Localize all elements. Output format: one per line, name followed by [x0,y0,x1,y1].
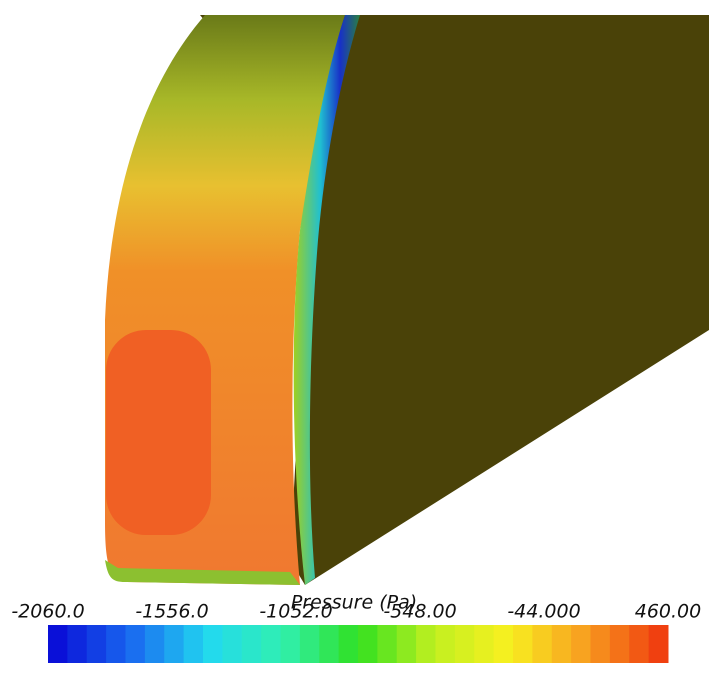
tick-label: 460.00 [635,601,701,623]
tick-label: -1052.0 [259,601,332,623]
color-band [125,625,146,663]
color-band [493,625,514,663]
color-band [164,625,185,663]
color-band [629,625,650,663]
color-band [416,625,436,663]
color-band [48,625,68,663]
color-band [435,625,456,663]
color-band [454,625,475,663]
tick-label: -1556.0 [135,601,208,623]
color-band [106,625,126,663]
color-band [590,625,611,663]
color-band [261,625,281,663]
tick-label: -44.000 [507,601,580,623]
color-band [474,625,495,663]
color-band [648,625,669,663]
color-band [67,625,88,663]
colorbar-title: Pressure (Pa) [291,592,417,614]
color-band [183,625,204,663]
color-band [222,625,243,663]
bottom-edge [105,560,300,585]
color-band [532,625,553,663]
color-band [299,625,320,663]
color-band [241,625,262,663]
color-band [396,625,417,663]
colorbar: -2060.0 -1556.0 -1052.0 -548.00 -44.000 460.0… [11,601,701,663]
color-band [86,625,107,663]
model [105,15,709,585]
front-rim [293,15,360,585]
color-band [280,625,301,663]
color-band [203,625,223,663]
color-band [571,625,591,663]
color-band [338,625,359,663]
tick-label: -2060.0 [11,601,84,623]
color-band [513,625,533,663]
color-band [377,625,398,663]
high-pressure-zone [106,330,211,535]
color-band [319,625,340,663]
tick-label: -548.00 [383,601,456,623]
color-band [551,625,572,663]
color-band [609,625,630,663]
color-band [144,625,165,663]
color-band [358,625,378,663]
